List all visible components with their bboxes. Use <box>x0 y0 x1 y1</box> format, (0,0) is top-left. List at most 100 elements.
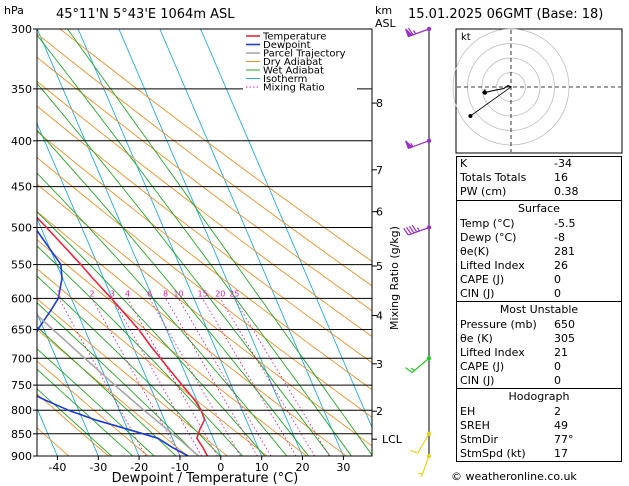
index-row: Lifted Index 26 <box>457 259 621 273</box>
index-row: θe (K) 305 <box>457 332 621 346</box>
pressure-tick-label: 400 <box>11 135 32 148</box>
index-row: CIN (J) 0 <box>457 287 621 301</box>
storm-motion-arrow <box>482 88 487 94</box>
temperature-tick-label: 20 <box>296 461 310 474</box>
index-value: 0 <box>554 374 561 387</box>
mixing-ratio-label: 8 <box>163 289 168 298</box>
index-label: K <box>460 157 468 170</box>
asl-label: ASL <box>375 17 397 30</box>
index-label: StmSpd (kt) <box>460 447 526 460</box>
wind-barb <box>403 224 432 236</box>
pressure-tick-label: 900 <box>11 450 32 463</box>
temperature-axis: -40 -30 -20 -10 0 10 20 30 <box>48 456 350 474</box>
index-value: 650 <box>554 318 575 331</box>
legend-box <box>243 32 357 90</box>
index-row: θe(K) 281 <box>457 245 621 259</box>
index-label: CAPE (J) <box>460 360 505 373</box>
index-label: CIN (J) <box>460 287 495 300</box>
pressure-axis: 300 350 400 450 500 550 600 650 700 750 800 850 900 <box>11 23 37 463</box>
location-title: 45°11'N 5°43'E 1064m ASL <box>56 7 235 22</box>
index-value: 0.38 <box>554 185 579 198</box>
index-value: 21 <box>554 346 568 359</box>
legend-label: Wet Adiabat <box>263 66 324 77</box>
indices-panel: K -34 Totals Totals 16 PW (cm) 0.38 Surface… <box>456 156 622 462</box>
index-row: Pressure (mb) 650 <box>457 318 621 332</box>
pressure-tick-label: 600 <box>11 292 32 305</box>
legend-label: Dry Adiabat <box>263 57 322 68</box>
index-value: -34 <box>554 157 572 170</box>
index-row: CAPE (J) 0 <box>457 360 621 374</box>
index-value: 305 <box>554 332 575 345</box>
index-label: Temp (°C) <box>460 217 515 230</box>
index-row: SREH 49 <box>457 419 621 433</box>
mixing-ratio-label: 10 <box>173 289 183 298</box>
mixing-ratio-label: 20 <box>215 289 225 298</box>
pressure-tick-label: 850 <box>11 428 32 441</box>
most-unstable-title: Most Unstable <box>499 303 579 316</box>
wind-barb <box>405 26 432 38</box>
index-row: K -34 <box>457 157 621 171</box>
legend-label: Dewpoint <box>263 40 311 51</box>
x-axis-title: Dewpoint / Temperature (°C) <box>112 471 299 486</box>
index-row: Temp (°C) -5.5 <box>457 217 621 231</box>
copyright: © weatheronline.co.uk <box>451 470 577 483</box>
hodograph-trace <box>483 84 512 94</box>
index-row: PW (cm) 0.38 <box>457 185 621 199</box>
mixing-ratio-label: 4 <box>125 289 130 298</box>
sounding-series <box>37 216 209 456</box>
index-row: StmDir 77° <box>457 433 621 447</box>
legend-label: Mixing Ratio <box>263 83 325 94</box>
hodograph-title: Hodograph <box>508 390 570 403</box>
index-value: 0 <box>554 287 561 300</box>
height-tick-label: 8 <box>376 97 383 110</box>
index-value: 49 <box>554 419 568 432</box>
index-label: θe(K) <box>460 245 490 258</box>
index-value: -5.5 <box>554 217 576 230</box>
index-row: Lifted Index 21 <box>457 346 621 360</box>
index-label: CAPE (J) <box>460 273 505 286</box>
index-row: StmSpd (kt) 17 <box>457 447 621 461</box>
wind-barb <box>405 138 432 150</box>
hpa-label: hPa <box>4 4 24 17</box>
height-tick-label: 2 <box>376 405 383 418</box>
pressure-tick-label: 550 <box>11 259 32 272</box>
pressure-tick-label: 500 <box>11 222 32 235</box>
mixing-ratio-label: 2 <box>89 289 94 298</box>
pressure-tick-label: 750 <box>11 379 32 392</box>
hodograph-frame <box>455 28 623 154</box>
height-tick-label: 3 <box>376 358 383 371</box>
mixing-ratio-label: 6 <box>147 289 152 298</box>
index-label: Totals Totals <box>460 171 527 184</box>
index-value: 0 <box>554 360 561 373</box>
index-label: Dewp (°C) <box>460 231 517 244</box>
pressure-tick-label: 350 <box>11 83 32 96</box>
height-tick-label: 7 <box>376 164 383 177</box>
index-value: -8 <box>554 231 565 244</box>
index-value: 0 <box>554 273 561 286</box>
index-label: StmDir <box>460 433 499 446</box>
pressure-tick-label: 300 <box>11 23 32 36</box>
legend-label: Parcel Trajectory <box>263 49 346 60</box>
index-value: 17 <box>554 447 568 460</box>
wind-barb <box>409 431 432 454</box>
temperature-tick-label: -40 <box>48 461 66 474</box>
mixing-ratio-labels: 1 2 3 4 6 8 10 15 20 25 <box>56 289 239 298</box>
wind-barb <box>418 453 432 477</box>
index-label: CIN (J) <box>460 374 495 387</box>
index-label: EH <box>460 405 476 418</box>
wind-barbs <box>403 26 432 477</box>
surface-section: Surface Temp (°C) -5.5 Dewp (°C) -8 θe(K) 2… <box>457 200 621 301</box>
index-value: 77° <box>554 433 574 446</box>
mixing-ratio-label: 3 <box>110 289 115 298</box>
parcel-trajectory-line <box>37 313 199 456</box>
dewpoint-line <box>37 229 189 456</box>
index-value: 16 <box>554 171 568 184</box>
index-row: Totals Totals 16 <box>457 171 621 185</box>
index-label: Lifted Index <box>460 259 525 272</box>
legend-label: Temperature <box>262 32 326 43</box>
index-value: 26 <box>554 259 568 272</box>
height-tick-label: 4 <box>376 310 383 323</box>
temperature-tick-label: 10 <box>255 461 269 474</box>
pressure-tick-label: 450 <box>11 181 32 194</box>
